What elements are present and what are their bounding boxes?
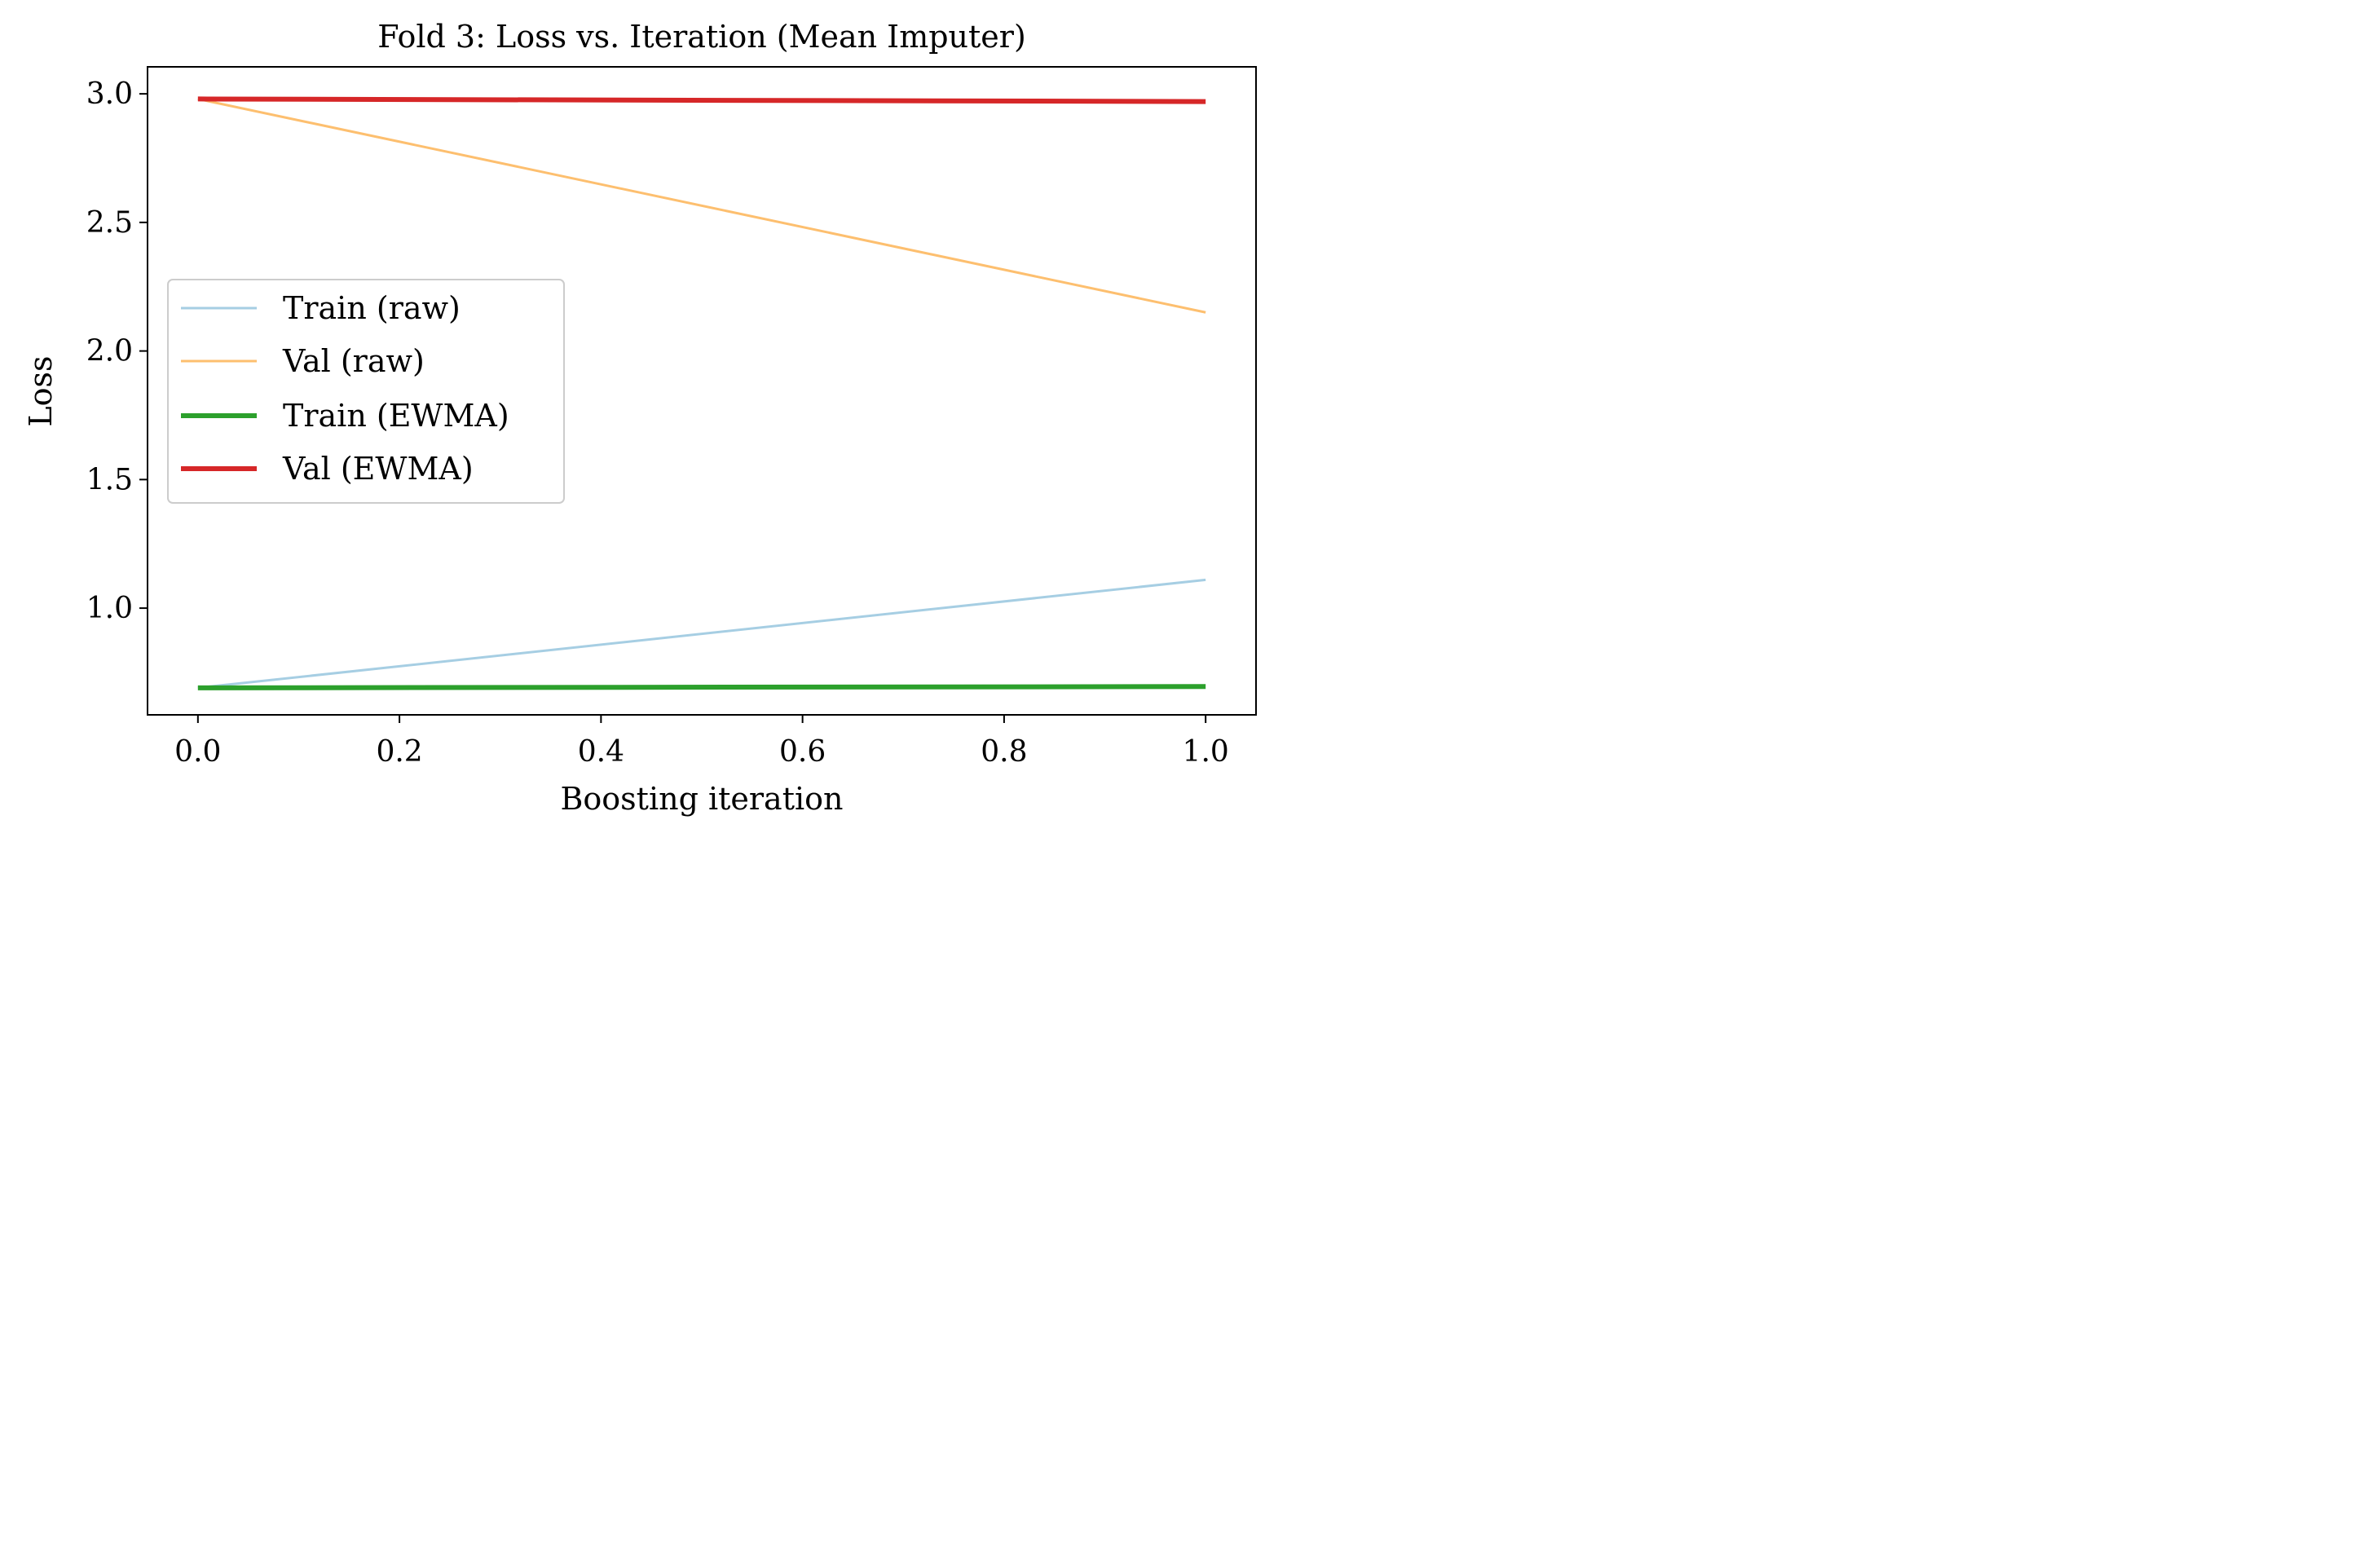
x-tick-label: 0.6 [779, 735, 826, 769]
legend: Train (raw) Val (raw) Train (EWMA) Val (EWM… [167, 279, 565, 504]
x-tick-label: 0.4 [578, 735, 624, 769]
series-line-train-raw [197, 578, 1206, 690]
legend-label: Train (raw) [283, 290, 461, 326]
legend-box [167, 279, 565, 504]
x-tick-label: 1.0 [1183, 735, 1229, 769]
x-axis-title: Boosting iteration [561, 781, 844, 817]
legend-label: Val (EWMA) [282, 451, 474, 487]
plot-frame [147, 66, 1257, 716]
y-tick-label: 1.5 [86, 463, 133, 496]
y-tick-label: 1.0 [86, 592, 133, 625]
series-line-val-ewma [197, 96, 1206, 104]
y-tick-label: 2.0 [86, 335, 133, 368]
legend-label: Train (EWMA) [283, 398, 509, 434]
x-tick-label: 0.2 [376, 735, 422, 769]
legend-label: Val (raw) [282, 343, 425, 379]
chart-title: Fold 3: Loss vs. Iteration (Mean Imputer… [377, 19, 1026, 55]
x-tick-label: 0.8 [981, 735, 1027, 769]
y-tick-label: 2.5 [86, 206, 133, 240]
loss-chart: Fold 3: Loss vs. Iteration (Mean Imputer… [23, 19, 1257, 817]
y-tick-label: 3.0 [86, 77, 133, 111]
y-axis-title: Loss [23, 355, 59, 426]
series-line-train-ewma [197, 684, 1206, 690]
series-line-val-raw [197, 97, 1206, 314]
x-tick-label: 0.0 [174, 735, 221, 769]
